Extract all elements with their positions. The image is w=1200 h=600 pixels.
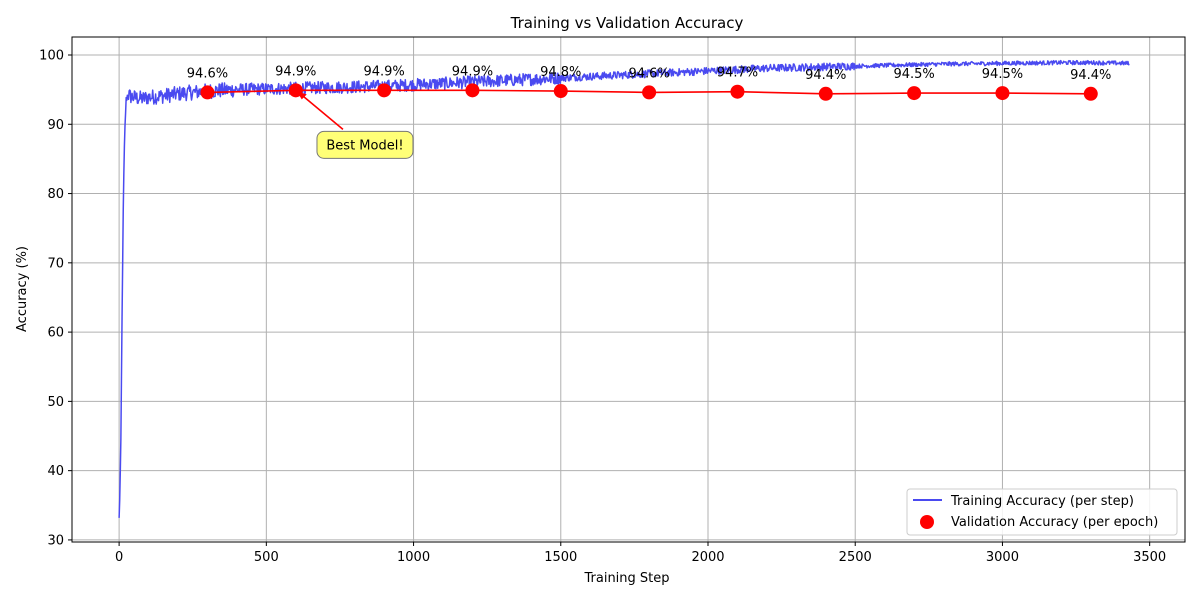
x-tick-label: 1000 xyxy=(397,550,430,565)
validation-value-labels: 94.6% 94.9% 94.9% 94.9% 94.8% 94.6% 94.7% 94.4%… xyxy=(187,64,1112,82)
validation-point xyxy=(377,83,392,98)
validation-point xyxy=(200,85,215,100)
validation-value-label: 94.5% xyxy=(893,67,934,82)
validation-point xyxy=(995,86,1010,101)
validation-point xyxy=(1083,86,1098,101)
legend-training-label: Training Accuracy (per step) xyxy=(950,494,1134,509)
legend-validation-swatch xyxy=(920,515,934,529)
best-model-annotation: Best Model! xyxy=(296,91,414,159)
y-tick-label: 60 xyxy=(47,326,64,341)
validation-value-label: 94.4% xyxy=(1070,68,1111,83)
validation-value-label: 94.8% xyxy=(540,65,581,80)
y-tick-label: 70 xyxy=(47,256,64,271)
y-tick-label: 80 xyxy=(47,187,64,202)
chart-title: Training vs Validation Accuracy xyxy=(510,14,744,32)
grid-lines xyxy=(72,37,1185,542)
training-accuracy-line xyxy=(118,59,1130,518)
annotation-arrowhead xyxy=(296,91,307,100)
validation-point xyxy=(907,86,922,101)
x-tick-label: 0 xyxy=(115,550,123,565)
validation-point xyxy=(730,84,745,99)
validation-value-label: 94.6% xyxy=(628,66,669,81)
x-axis-title: Training Step xyxy=(583,571,669,586)
validation-value-label: 94.9% xyxy=(452,64,493,79)
validation-point xyxy=(818,86,833,101)
validation-value-label: 94.9% xyxy=(363,64,404,79)
y-tick-label: 40 xyxy=(47,464,64,479)
x-tick-label: 2500 xyxy=(839,550,872,565)
validation-value-label: 94.4% xyxy=(805,68,846,83)
y-tick-label: 50 xyxy=(47,395,64,410)
validation-point xyxy=(553,84,568,99)
validation-value-label: 94.6% xyxy=(187,66,228,81)
x-tick-label: 1500 xyxy=(544,550,577,565)
validation-value-label: 94.9% xyxy=(275,64,316,79)
training-series xyxy=(118,59,1130,518)
annotation-text: Best Model! xyxy=(326,138,403,153)
x-tick-label: 500 xyxy=(254,550,279,565)
validation-series xyxy=(200,83,1098,101)
validation-point xyxy=(465,83,480,98)
x-tick-label: 3500 xyxy=(1133,550,1166,565)
y-tick-label: 90 xyxy=(47,118,64,133)
x-tick-label: 2000 xyxy=(691,550,724,565)
plot-frame xyxy=(71,36,1186,543)
legend-box xyxy=(906,488,1178,536)
x-tick-label: 3000 xyxy=(986,550,1019,565)
validation-value-label: 94.5% xyxy=(982,67,1023,82)
validation-point xyxy=(642,85,657,100)
legend: Training Accuracy (per step) Validation … xyxy=(906,488,1178,536)
y-tick-label: 100 xyxy=(39,49,64,64)
legend-validation-label: Validation Accuracy (per epoch) xyxy=(951,515,1158,530)
y-axis-title: Accuracy (%) xyxy=(15,246,30,332)
validation-value-label: 94.7% xyxy=(717,66,758,81)
annotation-arrow xyxy=(299,92,344,130)
y-tick-label: 30 xyxy=(47,533,64,548)
axis-ticks: 0 500 1000 1500 2000 2500 3000 3500 30 40 50 60 70 80… xyxy=(39,49,1166,565)
annotation-box xyxy=(316,130,414,159)
